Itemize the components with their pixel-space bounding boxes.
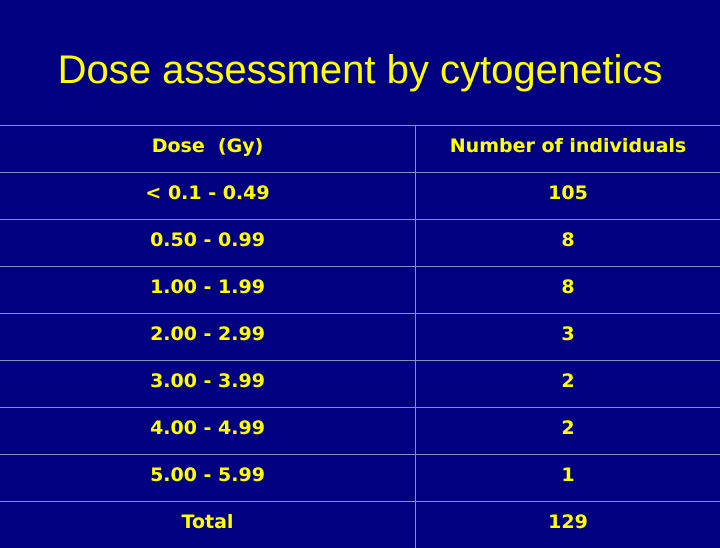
dose-cell: 4.00 - 4.99 <box>0 408 416 455</box>
table-row: 5.00 - 5.99 1 <box>0 455 720 502</box>
dose-value: 4.00 - 4.99 <box>150 418 265 438</box>
count-cell: 8 <box>416 267 720 314</box>
table-row: 4.00 - 4.99 2 <box>0 408 720 455</box>
dose-cell: 5.00 - 5.99 <box>0 455 416 502</box>
header-dose-label: Dose (Gy) <box>152 136 264 156</box>
count-cell: 1 <box>416 455 720 502</box>
dose-value: 1.00 - 1.99 <box>150 277 265 297</box>
dose-cell: < 0.1 - 0.49 <box>0 173 416 220</box>
dose-value: 3.00 - 3.99 <box>150 371 265 391</box>
table-row: < 0.1 - 0.49 105 <box>0 173 720 220</box>
total-count-cell: 129 <box>416 502 720 548</box>
count-cell: 8 <box>416 220 720 267</box>
table-row: 1.00 - 1.99 8 <box>0 267 720 314</box>
dose-cell: 1.00 - 1.99 <box>0 267 416 314</box>
dose-value: 2.00 - 2.99 <box>150 324 265 344</box>
header-count: Number of individuals <box>416 126 720 173</box>
table-header-row: Dose (Gy) Number of individuals <box>0 126 720 173</box>
count-cell: 2 <box>416 361 720 408</box>
header-dose: Dose (Gy) <box>0 126 416 173</box>
total-label: Total <box>182 512 234 532</box>
slide-title: Dose assessment by cytogenetics <box>0 46 720 94</box>
dose-value: 0.50 - 0.99 <box>150 230 265 250</box>
table-row: 0.50 - 0.99 8 <box>0 220 720 267</box>
table-total-row: Total 129 <box>0 502 720 548</box>
dose-table: Dose (Gy) Number of individuals < 0.1 - … <box>0 125 720 548</box>
dose-value: < 0.1 - 0.49 <box>145 183 269 203</box>
table-row: 2.00 - 2.99 3 <box>0 314 720 361</box>
count-cell: 3 <box>416 314 720 361</box>
total-label-cell: Total <box>0 502 416 548</box>
count-cell: 105 <box>416 173 720 220</box>
table-row: 3.00 - 3.99 2 <box>0 361 720 408</box>
dose-cell: 2.00 - 2.99 <box>0 314 416 361</box>
count-cell: 2 <box>416 408 720 455</box>
dose-cell: 3.00 - 3.99 <box>0 361 416 408</box>
dose-value: 5.00 - 5.99 <box>150 465 265 485</box>
dose-cell: 0.50 - 0.99 <box>0 220 416 267</box>
